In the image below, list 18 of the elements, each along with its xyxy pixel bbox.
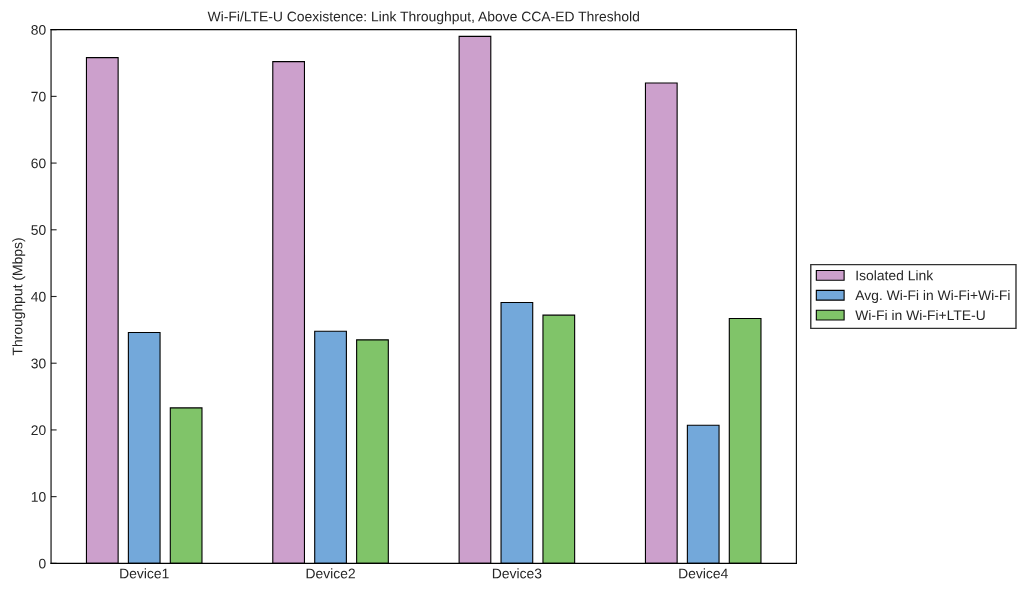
y-tick-label: 0 [39, 558, 46, 569]
y-tick-label: 50 [31, 225, 46, 235]
y-axis-title: Throughput (Mbps) [12, 238, 26, 356]
y-tick-label: 20 [31, 425, 46, 436]
x-tick-label: Device2 [306, 568, 355, 579]
x-tick-label: Device4 [679, 568, 728, 579]
y-tick-label: 70 [31, 91, 46, 102]
y-tick-label: 80 [31, 24, 46, 35]
chart-title: Wi-Fi/LTE-U Coexistence: Link Throughput, Above CCA-ED Threshold [207, 11, 639, 25]
legend-label: Isolated Link [856, 270, 934, 281]
y-tick-label: 30 [31, 358, 46, 369]
legend-label: Avg. Wi-Fi in Wi-Fi+Wi-Fi [855, 290, 1010, 303]
x-tick-label: Device1 [120, 568, 169, 579]
y-tick-label: 40 [31, 291, 46, 302]
x-tick-label: Device3 [492, 568, 542, 579]
y-tick-label: 10 [31, 491, 46, 502]
y-tick-label: 60 [31, 158, 46, 169]
legend-label: Wi-Fi in Wi-Fi+LTE-U [855, 309, 985, 321]
